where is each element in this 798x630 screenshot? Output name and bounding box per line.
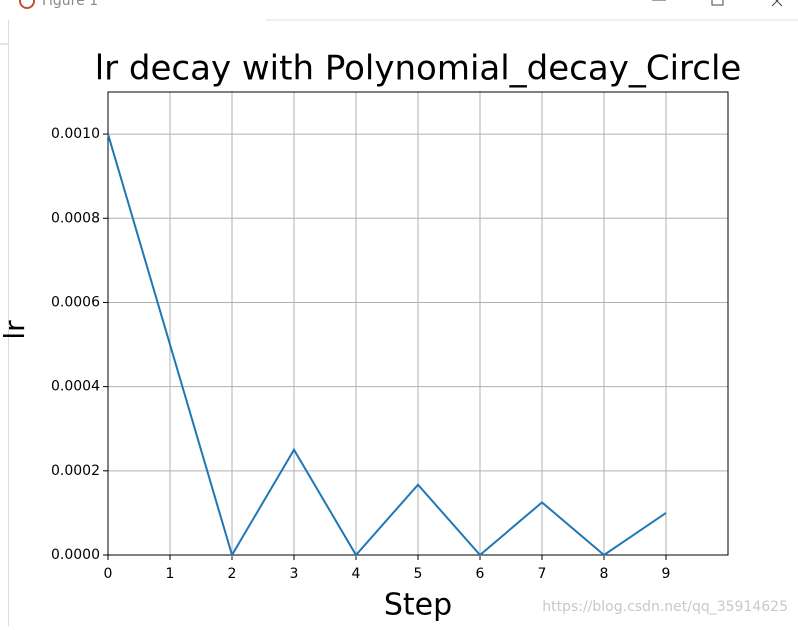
plot-frame xyxy=(107,91,729,556)
x-tick-label: 9 xyxy=(662,566,671,582)
title-bar xyxy=(0,0,798,20)
x-tick-label: 5 xyxy=(414,566,423,582)
x-tick-label: 4 xyxy=(352,566,361,582)
plot: 0 1 2 3 4 5 6 7 8 9 0.0000 0.0002 0.0004 0.0006 0.0008… xyxy=(51,91,729,582)
close-button[interactable] xyxy=(771,0,783,7)
x-tick-label: 1 xyxy=(166,566,175,582)
app-icon xyxy=(19,0,35,9)
watermark: https://blog.csdn.net/qq_35914625 xyxy=(542,599,788,615)
x-tick-label: 7 xyxy=(538,566,547,582)
y-tick-label: 0.0010 xyxy=(51,126,100,142)
y-tick-label: 0.0002 xyxy=(51,463,100,479)
y-tick-label: 0.0008 xyxy=(51,210,100,226)
y-tick-label: 0.0006 xyxy=(51,294,100,310)
y-tick-label: 0.0000 xyxy=(51,547,100,563)
x-axis-label: Step xyxy=(384,588,452,623)
chart-title: lr decay with Polynomial_decay_Circle xyxy=(95,49,742,89)
x-tick-label: 8 xyxy=(600,566,609,582)
maximize-button[interactable] xyxy=(711,0,724,6)
x-tick-label: 0 xyxy=(104,566,113,582)
x-tick-label: 6 xyxy=(476,566,485,582)
y-tick-label: 0.0004 xyxy=(51,379,100,395)
x-tick-label: 3 xyxy=(290,566,299,582)
window-title: Figure 1 xyxy=(42,0,98,9)
y-axis-label: lr xyxy=(0,320,31,340)
x-tick-label: 2 xyxy=(228,566,237,582)
data-line xyxy=(107,133,667,558)
